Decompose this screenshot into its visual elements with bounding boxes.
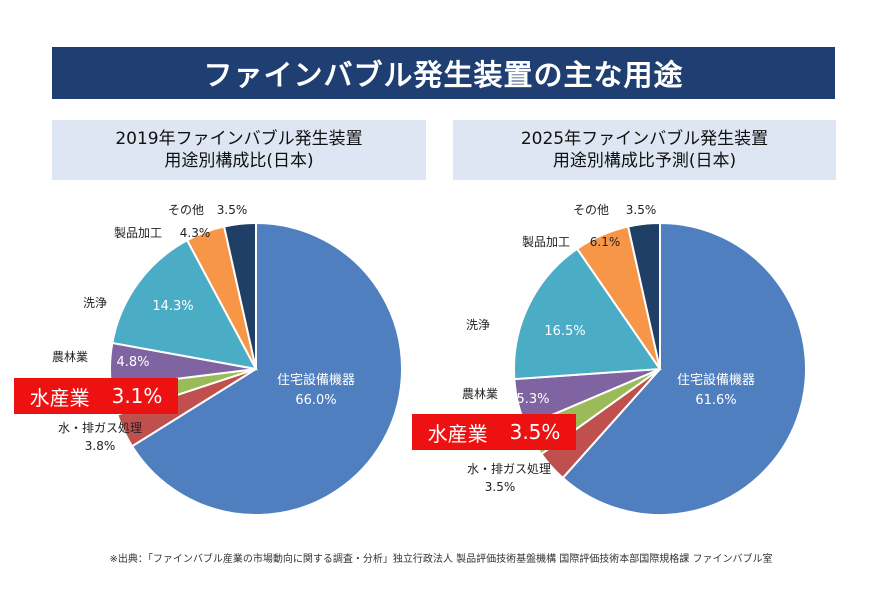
pie-2019-label-cleaning-value: 14.3% [152, 299, 193, 314]
pie-2025-label-water-exhaust-name: 水・排ガス処理 [467, 462, 551, 476]
chart-title-2019-line2: 用途別構成比(日本) [164, 151, 314, 171]
pie-2025-label-processing-name: 製品加工 [522, 235, 570, 249]
pie-2025-label-housing-name: 住宅設備機器 [677, 372, 755, 388]
chart-title-2019: 2019年ファインバブル発生装置 用途別構成比(日本) [52, 120, 426, 180]
pie-2019-label-other-value: 3.5% [217, 203, 248, 217]
pie-2025-label-agriculture-value: 5.3% [516, 392, 549, 407]
source-note: ※出典：「ファインバブル産業の市場動向に関する調査・分析」独立行政法人 製品評価… [109, 554, 773, 565]
chart-title-2025: 2025年ファインバブル発生装置 用途別構成比予測(日本) [453, 120, 836, 180]
pie-2019-label-other-name: その他 [168, 203, 204, 217]
pie-2019-label-processing-name: 製品加工 [114, 226, 162, 240]
pie-2019-slice-cleaning [111, 238, 258, 371]
highlight-aquaculture-2019: 水産業 3.1% [14, 378, 178, 414]
highlight-2025-value: 3.5% [509, 420, 561, 444]
page-title: ファインバブル発生装置の主な用途 [52, 47, 835, 99]
pie-2025-label-other-value: 3.5% [626, 203, 657, 217]
pie-2025-label-processing-value: 6.1% [590, 235, 621, 249]
pie-2025-label-cleaning-name: 洗浄 [466, 318, 490, 332]
pie-2019-label-cleaning-name: 洗浄 [83, 296, 107, 310]
highlight-2019-label: 水産業 [29, 385, 90, 410]
pie-2019-slice-housing [130, 221, 403, 516]
pie-2025-label-cleaning-value: 16.5% [544, 324, 585, 339]
highlight-2025-label: 水産業 [427, 421, 488, 446]
pie-2025-label-agriculture-name: 農林業 [462, 387, 498, 401]
pie-2025-label-water-exhaust-value: 3.5% [485, 480, 516, 494]
pie-2019-label-processing-value: 4.3% [180, 226, 211, 240]
pie-2025-slice-housing [561, 221, 807, 516]
chart-title-2019-line1: 2019年ファインバブル発生装置 [115, 129, 363, 149]
pie-2019-label-agriculture-value: 4.8% [116, 355, 149, 370]
pie-2025-slice-other [626, 221, 661, 370]
pie-2025-label-housing-value: 61.6% [695, 393, 736, 408]
highlight-2019-value: 3.1% [111, 384, 163, 408]
pie-2019-label-housing-value: 66.0% [295, 393, 336, 408]
pie-2019-slice-other [222, 221, 257, 370]
pie-2025-label-other-name: その他 [573, 203, 609, 217]
chart-title-2025-line2: 用途別構成比予測(日本) [552, 151, 737, 171]
pie-2019-label-water-exhaust-value: 3.8% [85, 439, 116, 453]
pie-2019-label-water-exhaust-name: 水・排ガス処理 [58, 421, 142, 435]
pie-2019-label-agriculture-name: 農林業 [52, 350, 88, 364]
pie-2025-slice-cleaning [513, 247, 662, 381]
highlight-aquaculture-2025: 水産業 3.5% [412, 414, 576, 450]
chart-title-2025-line1: 2025年ファインバブル発生装置 [520, 129, 769, 149]
pie-2019-label-housing-name: 住宅設備機器 [277, 372, 355, 388]
